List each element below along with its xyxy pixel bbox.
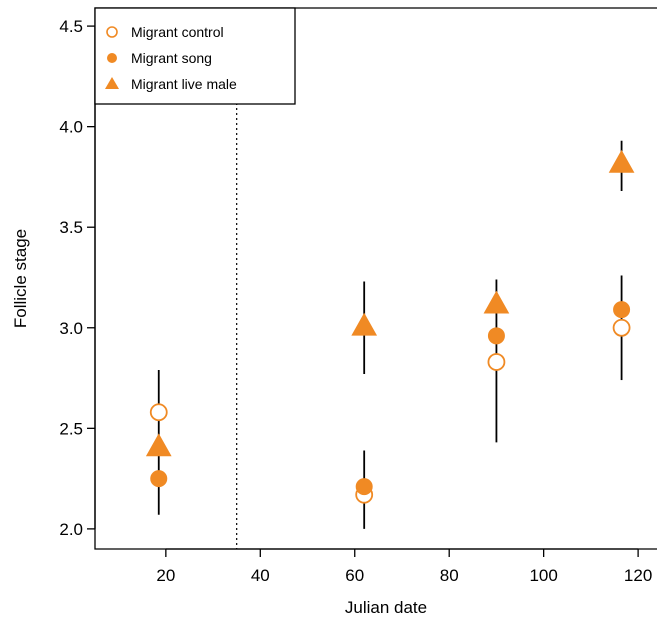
y-axis: 2.0 2.5 3.0 3.5 4.0 4.5	[59, 17, 96, 539]
legend-item-migrant-control: Migrant control	[106, 24, 224, 40]
x-axis-title: Julian date	[345, 598, 427, 617]
legend-marker-open-circle	[106, 26, 118, 38]
x-tick-label: 20	[156, 566, 175, 585]
migrant-live-male-point	[483, 290, 510, 314]
y-tick-label: 3.0	[59, 319, 83, 338]
migrant-song-point	[150, 470, 168, 488]
migrant-live-male-point	[608, 149, 635, 173]
y-axis-title: Follicle stage	[11, 229, 30, 328]
migrant-control-point	[487, 353, 506, 371]
y-tick-label: 4.0	[59, 118, 83, 137]
legend-label: Migrant control	[131, 24, 224, 40]
x-tick-label: 40	[251, 566, 270, 585]
data-points-group	[145, 149, 635, 504]
x-tick-label: 120	[624, 566, 652, 585]
legend-item-migrant-live-male: Migrant live male	[105, 76, 237, 92]
legend-marker-filled-circle	[107, 53, 117, 63]
error-bars-group	[157, 140, 623, 529]
migrant-song-point	[487, 327, 505, 345]
x-tick-label: 60	[345, 566, 364, 585]
x-tick-label: 100	[529, 566, 557, 585]
y-tick-label: 3.5	[59, 218, 83, 237]
legend-label: Migrant song	[131, 50, 212, 66]
migrant-live-male-point	[351, 312, 378, 336]
legend-box	[94, 7, 296, 105]
legend: Migrant control Migrant song Migrant live …	[94, 7, 296, 105]
migrant-song-point	[613, 301, 631, 319]
x-tick-label: 80	[440, 566, 459, 585]
y-tick-label: 4.5	[59, 17, 83, 36]
x-axis: 20 40 60 80 100 120	[156, 548, 652, 585]
migrant-control-point	[149, 403, 168, 422]
y-tick-label: 2.0	[59, 520, 83, 539]
migrant-song-point	[355, 478, 373, 496]
migrant-live-male-point	[145, 433, 172, 457]
legend-marker-triangle	[105, 77, 119, 89]
legend-item-migrant-song: Migrant song	[107, 50, 212, 66]
migrant-control-point	[612, 318, 631, 337]
legend-label: Migrant live male	[131, 76, 237, 92]
y-tick-label: 2.5	[59, 419, 83, 438]
